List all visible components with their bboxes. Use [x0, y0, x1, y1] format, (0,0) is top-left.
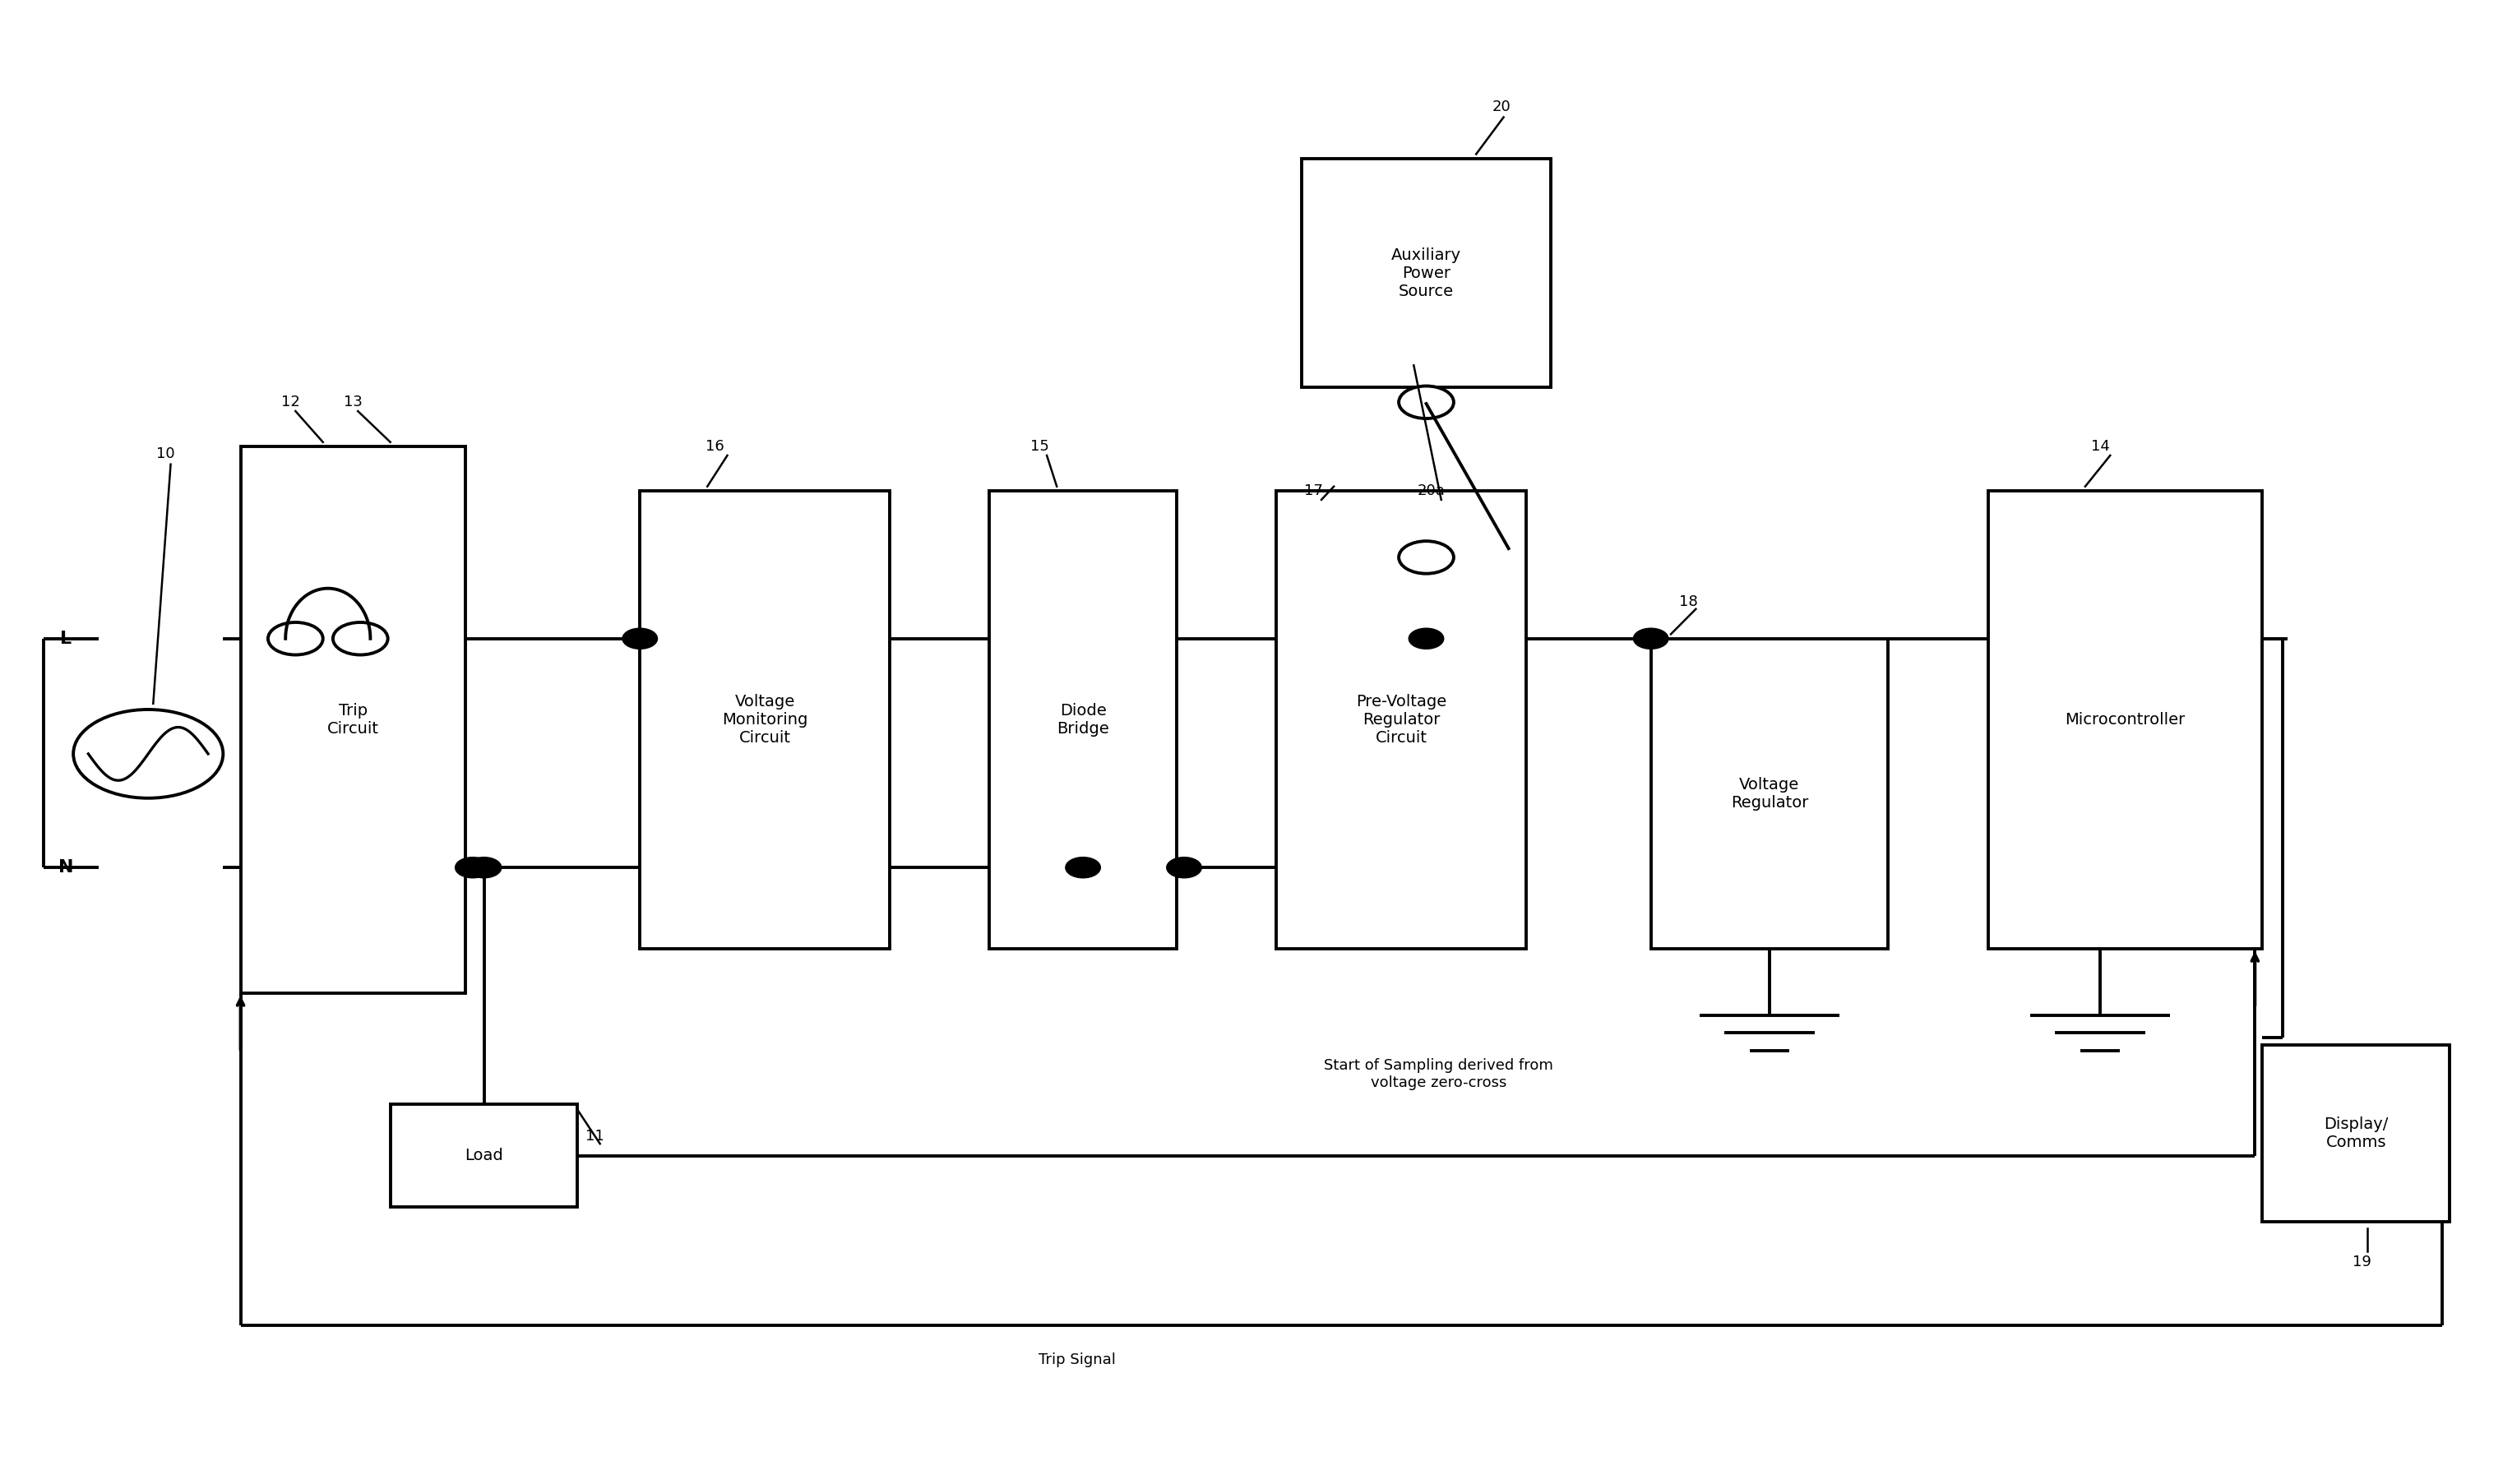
Circle shape [456, 858, 491, 879]
Circle shape [623, 628, 658, 649]
Text: Trip
Circuit: Trip Circuit [328, 703, 378, 736]
Text: Microcontroller: Microcontroller [2065, 712, 2185, 727]
Text: 13: 13 [343, 395, 363, 410]
Text: 20: 20 [1492, 99, 1509, 114]
Text: Pre-Voltage
Regulator
Circuit: Pre-Voltage Regulator Circuit [1357, 695, 1447, 746]
Text: 18: 18 [1680, 594, 1697, 608]
Text: Trip Signal: Trip Signal [1039, 1352, 1116, 1367]
Text: Load: Load [466, 1147, 503, 1163]
Text: 12: 12 [280, 395, 300, 410]
Bar [1987, 491, 2263, 948]
Text: Voltage
Regulator: Voltage Regulator [1730, 776, 1807, 810]
Circle shape [1166, 858, 1201, 879]
Bar [1302, 159, 1552, 387]
Text: Voltage
Monitoring
Circuit: Voltage Monitoring Circuit [721, 695, 808, 746]
Bar [2263, 1045, 2450, 1221]
Text: Display/
Comms: Display/ Comms [2323, 1116, 2388, 1150]
Text: 17: 17 [1304, 484, 1324, 499]
Text: 20a: 20a [1417, 484, 1444, 499]
Circle shape [1634, 628, 1670, 649]
Text: 11: 11 [586, 1129, 603, 1144]
Circle shape [1399, 542, 1454, 574]
Circle shape [466, 858, 501, 879]
Circle shape [1399, 386, 1454, 418]
Bar [1277, 491, 1527, 948]
Text: Auxiliary
Power
Source: Auxiliary Power Source [1392, 248, 1462, 298]
Text: 16: 16 [706, 439, 723, 454]
Text: N: N [58, 859, 73, 876]
Circle shape [1409, 628, 1444, 649]
Circle shape [333, 622, 388, 654]
Bar [240, 447, 466, 993]
Text: 15: 15 [1029, 439, 1049, 454]
Text: L: L [60, 631, 73, 647]
Text: 10: 10 [155, 447, 175, 462]
Text: Start of Sampling derived from
voltage zero-cross: Start of Sampling derived from voltage z… [1324, 1058, 1554, 1091]
Bar [1652, 638, 1887, 948]
Text: Diode
Bridge: Diode Bridge [1056, 703, 1109, 736]
Text: 14: 14 [2090, 439, 2110, 454]
Text: 19: 19 [2353, 1254, 2373, 1269]
Bar [390, 1104, 578, 1208]
Circle shape [268, 622, 323, 654]
Circle shape [1066, 858, 1101, 879]
Bar [989, 491, 1176, 948]
Bar [641, 491, 889, 948]
